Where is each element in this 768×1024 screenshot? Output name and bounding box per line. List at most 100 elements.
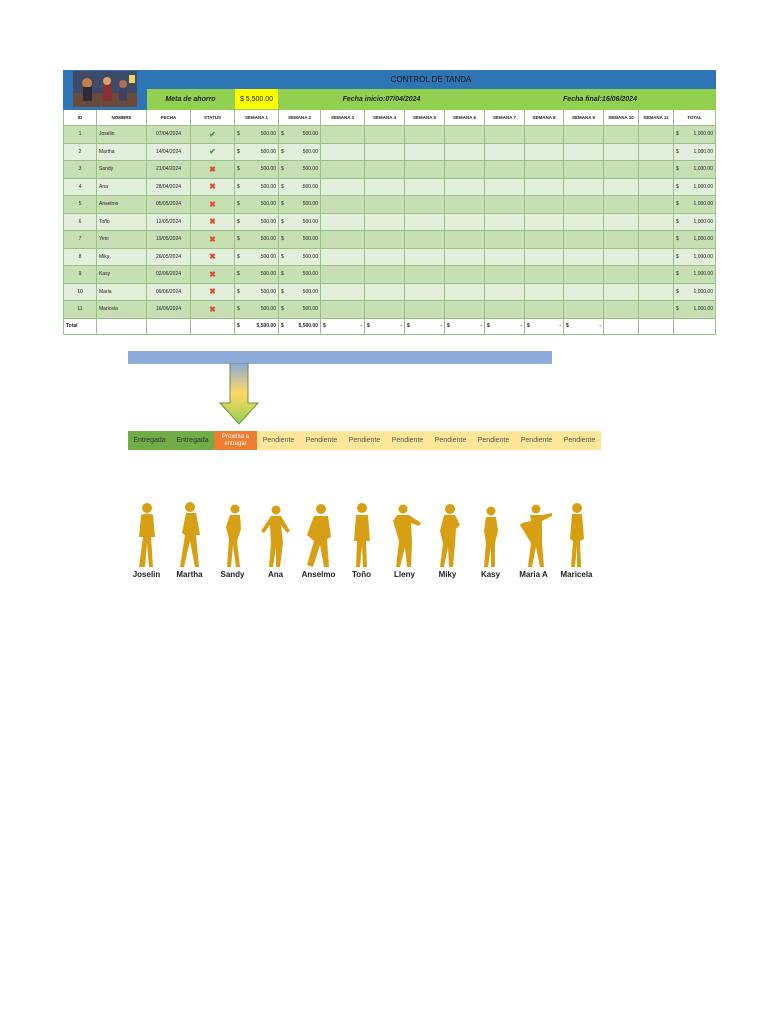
column-header: SEMANA 7 xyxy=(484,109,525,126)
column-header: SEMANA 11 xyxy=(638,109,674,126)
status-badge: Pendiente xyxy=(257,431,300,450)
cell-week-6 xyxy=(444,247,485,266)
cell-date: 26/05/2024 xyxy=(146,247,191,266)
cell-status: ✖ xyxy=(190,160,235,179)
amount: 5,500.00 xyxy=(298,323,318,329)
table-row: 5 Anselmo 05/05/2024 ✖ $500.00 $500.00 $1,000.… xyxy=(63,195,716,214)
cell-week-4 xyxy=(364,300,405,319)
cell-total: $1,000.00 xyxy=(673,195,716,214)
participant: Toño xyxy=(340,500,383,579)
cell-week-8 xyxy=(524,247,564,266)
cross-icon: ✖ xyxy=(209,217,216,227)
cell-week-4 xyxy=(364,142,405,161)
total-week-1: $5,500.00 xyxy=(234,317,279,335)
table-row: 7 Yeni 19/05/2024 ✖ $500.00 $500.00 $1,000.00 xyxy=(63,230,716,249)
cell-week-7 xyxy=(484,160,525,179)
status-badge: Pendiente xyxy=(472,431,515,450)
cell-week-5 xyxy=(404,247,445,266)
currency-symbol: $ xyxy=(447,323,450,329)
currency-symbol: $ xyxy=(237,166,240,173)
cell-week-1: $500.00 xyxy=(234,142,279,161)
cell-week-7 xyxy=(484,282,525,301)
currency-symbol: $ xyxy=(407,323,410,329)
column-header: SEMANA 1 xyxy=(234,109,279,126)
column-header: SEMANA 2 xyxy=(278,109,321,126)
logo-picture-icon xyxy=(73,71,137,107)
cell-week-7 xyxy=(484,142,525,161)
cell-week-4 xyxy=(364,282,405,301)
sheet-title: CONTROL DE TANDA xyxy=(146,69,716,90)
participant: Kasy xyxy=(469,500,512,579)
currency-symbol: $ xyxy=(676,131,679,138)
currency-symbol: $ xyxy=(281,166,284,173)
amount: 500.00 xyxy=(260,236,276,243)
amount: 500.00 xyxy=(260,166,276,173)
cell-week-8 xyxy=(524,142,564,161)
cell-week-11 xyxy=(638,300,674,319)
cell-week-4 xyxy=(364,125,405,144)
currency-symbol: $ xyxy=(237,271,240,278)
cell-week-8 xyxy=(524,125,564,144)
cell-week-5 xyxy=(404,142,445,161)
person-silhouette-icon xyxy=(138,503,155,567)
cell-id: 4 xyxy=(63,177,97,196)
cross-icon: ✖ xyxy=(209,199,216,209)
cell-week-6 xyxy=(444,300,485,319)
status-badge: Proxima a entregar xyxy=(214,431,257,450)
amount: 500.00 xyxy=(260,271,276,278)
cell-week-1: $500.00 xyxy=(234,230,279,249)
participant-name: Martha xyxy=(176,570,203,579)
cell-week-10 xyxy=(603,142,639,161)
cell-week-7 xyxy=(484,177,525,196)
column-header: SEMANA 9 xyxy=(563,109,604,126)
cell-week-11 xyxy=(638,125,674,144)
cell-week-9 xyxy=(563,142,604,161)
progress-bar xyxy=(128,351,552,364)
cell-week-2: $500.00 xyxy=(278,125,321,144)
currency-symbol: $ xyxy=(676,166,679,173)
column-header: SEMANA 5 xyxy=(404,109,445,126)
cell-status: ✖ xyxy=(190,300,235,319)
cell-name: Joselin xyxy=(96,125,147,144)
cell-week-10 xyxy=(603,282,639,301)
cell-week-5 xyxy=(404,300,445,319)
cell-week-2: $500.00 xyxy=(278,265,321,284)
participant-name: Ana xyxy=(267,570,284,579)
goal-label: Meta de ahorro xyxy=(146,88,235,110)
totals-row: Total $5,500.00 $5,500.00 $ - $ - $ - $ - $ - $ - $ - xyxy=(63,317,716,335)
cell-date: 16/06/2024 xyxy=(146,300,191,319)
cell-week-3 xyxy=(320,230,365,249)
table-row: 3 Sandy 21/04/2024 ✖ $500.00 $500.00 $1,000.00 xyxy=(63,160,716,179)
currency-symbol: $ xyxy=(281,148,284,155)
cell-name: Sandy xyxy=(96,160,147,179)
cell-week-7 xyxy=(484,212,525,231)
cell-total: $1,000.00 xyxy=(673,247,716,266)
cell-date: 09/06/2024 xyxy=(146,282,191,301)
cell-week-7 xyxy=(484,195,525,214)
participant-name: Maricela xyxy=(560,570,593,579)
cell-week-11 xyxy=(638,177,674,196)
cell-week-6 xyxy=(444,230,485,249)
currency-symbol: $ xyxy=(676,236,679,243)
cell-total: $1,000.00 xyxy=(673,265,716,284)
person-silhouette-icon xyxy=(569,503,584,567)
cell-week-9 xyxy=(563,125,604,144)
cell-date: 05/05/2024 xyxy=(146,195,191,214)
cell-total: $1,000.00 xyxy=(673,230,716,249)
currency-symbol: $ xyxy=(676,183,679,190)
cell-name: Maria xyxy=(96,282,147,301)
currency-symbol: $ xyxy=(237,148,240,155)
header-logo-image xyxy=(63,70,147,110)
check-icon: ✔ xyxy=(209,129,216,139)
table-row: 8 Miky 26/05/2024 ✖ $500.00 $500.00 $1,000.00 xyxy=(63,247,716,266)
cell-date: 07/04/2024 xyxy=(146,125,191,144)
cell-week-10 xyxy=(603,177,639,196)
total-empty-cell xyxy=(190,317,235,335)
amount: 1,000.00 xyxy=(693,148,713,155)
start-date: Fecha inicio:07/04/2024 xyxy=(278,88,485,110)
currency-symbol: $ xyxy=(566,323,569,329)
amount: 500.00 xyxy=(302,253,318,260)
column-header: TOTAL xyxy=(673,109,716,126)
cell-week-6 xyxy=(444,125,485,144)
participant-name: Lleny xyxy=(394,570,415,579)
